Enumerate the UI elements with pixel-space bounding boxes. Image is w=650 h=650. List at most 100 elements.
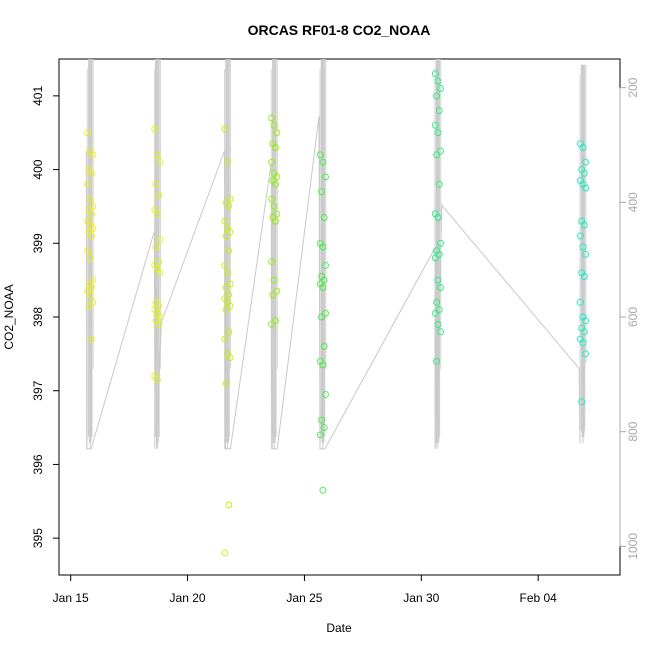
data-point — [433, 151, 441, 159]
data-point — [268, 195, 276, 203]
data-point — [225, 328, 233, 336]
y-tick-label: 401 — [31, 86, 45, 106]
data-point — [89, 202, 97, 210]
data-point — [84, 180, 92, 188]
data-point — [269, 291, 277, 299]
data-point — [272, 317, 279, 325]
data-point — [221, 125, 229, 133]
data-point — [319, 158, 327, 166]
data-point — [431, 254, 439, 262]
data-point — [153, 376, 161, 384]
data-point — [270, 202, 278, 210]
data-point — [221, 549, 229, 557]
data-point — [435, 107, 443, 115]
data-point — [582, 184, 590, 192]
data-point — [156, 236, 164, 244]
data-point — [322, 390, 329, 398]
data-point — [319, 243, 327, 251]
x-tick-label: Jan 30 — [403, 591, 439, 605]
data-point — [226, 354, 234, 361]
data-point — [318, 416, 326, 424]
data-point — [433, 92, 441, 100]
data-point — [226, 228, 234, 236]
data-point — [224, 269, 231, 277]
points-layer — [84, 70, 590, 557]
data-point — [88, 210, 95, 218]
data-point — [434, 276, 442, 284]
data-point — [88, 169, 95, 177]
data-point — [437, 239, 444, 247]
data-point — [268, 320, 276, 328]
data-point — [156, 269, 164, 277]
data-point — [156, 313, 164, 321]
data-point — [319, 284, 327, 291]
data-point — [151, 125, 159, 133]
x-tick-label: Jan 15 — [53, 591, 89, 605]
data-point — [580, 273, 588, 280]
data-point — [272, 144, 279, 151]
data-point — [88, 284, 95, 291]
data-point — [89, 225, 97, 232]
data-point — [226, 302, 234, 310]
x-axis-label: Date — [326, 621, 352, 635]
data-point — [272, 217, 279, 225]
data-point — [226, 280, 234, 288]
data-point — [221, 217, 229, 225]
data-point — [155, 302, 163, 310]
data-point — [272, 180, 279, 188]
data-point — [273, 129, 281, 137]
data-point — [576, 232, 584, 240]
data-point — [579, 144, 587, 151]
x-tick-label: Jan 20 — [170, 591, 206, 605]
data-point — [582, 158, 590, 166]
data-point — [322, 173, 329, 181]
data-point — [153, 210, 161, 218]
data-point — [268, 158, 276, 166]
data-point — [155, 191, 163, 199]
x-tick-label: Jan 25 — [286, 591, 322, 605]
y2-tick-label: 200 — [626, 77, 640, 97]
data-point — [322, 309, 329, 317]
data-point — [434, 320, 442, 328]
data-point — [270, 276, 278, 284]
data-point — [84, 129, 92, 137]
data-point — [225, 202, 233, 210]
data-point — [273, 287, 281, 295]
y-tick-label: 395 — [31, 528, 45, 548]
data-point — [226, 195, 234, 203]
data-point — [270, 121, 278, 129]
data-point — [319, 361, 327, 369]
data-point — [431, 309, 439, 317]
data-point — [222, 379, 230, 387]
data-point — [437, 85, 444, 92]
data-point — [316, 431, 324, 439]
data-point — [222, 232, 230, 240]
data-point — [433, 298, 441, 306]
data-point — [89, 151, 97, 159]
data-point — [268, 258, 276, 266]
data-point — [434, 77, 442, 85]
data-point — [318, 313, 326, 321]
y-tick-label: 396 — [31, 454, 45, 474]
data-point — [86, 254, 94, 262]
data-point — [156, 158, 164, 166]
y-tick-label: 399 — [31, 233, 45, 253]
data-point — [319, 486, 327, 494]
data-point — [155, 258, 163, 266]
data-point — [320, 214, 328, 221]
data-point — [316, 151, 324, 159]
data-point — [225, 291, 233, 299]
data-point — [221, 335, 229, 343]
data-point — [579, 339, 587, 347]
data-point — [582, 250, 590, 258]
data-point — [320, 276, 328, 284]
y-axis-label: CO2_NOAA — [2, 284, 16, 349]
y2-tick-label: 400 — [626, 192, 640, 212]
data-point — [578, 398, 586, 406]
data-point — [153, 151, 161, 159]
data-point — [84, 247, 92, 255]
data-point — [222, 306, 230, 314]
data-point — [582, 350, 590, 358]
data-point — [88, 335, 95, 343]
data-point — [580, 328, 588, 336]
